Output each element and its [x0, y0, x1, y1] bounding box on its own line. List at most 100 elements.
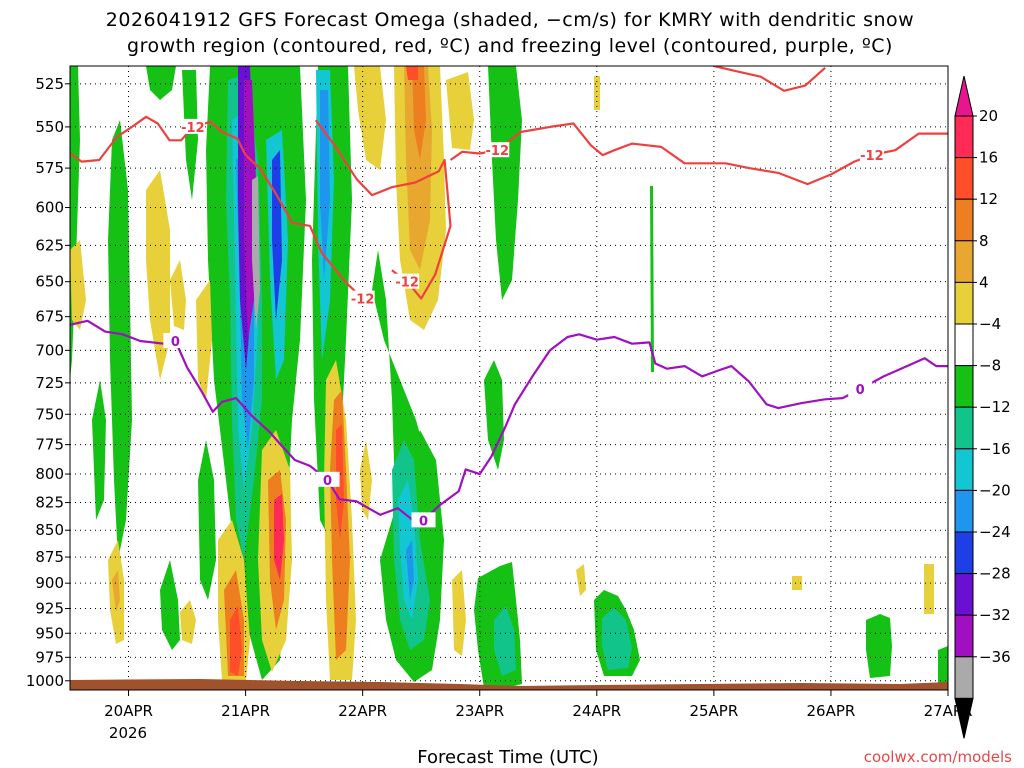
y-tick-label: 525	[35, 75, 64, 93]
omega-region	[196, 280, 212, 400]
y-tick-label: 750	[35, 405, 64, 423]
omega-region	[274, 494, 284, 580]
omega-region	[576, 564, 586, 596]
x-tick-label: 26APR	[807, 702, 856, 720]
colorbar-segment	[954, 198, 974, 242]
colorbar-segment	[954, 614, 974, 658]
contour-line	[713, 66, 826, 92]
contour-label-bg	[180, 118, 205, 134]
colorbar-label: −24	[979, 523, 1011, 541]
contour-line	[70, 319, 948, 522]
colorbar-segment	[954, 531, 974, 575]
x-tick-label: 22APR	[338, 702, 387, 720]
y-tick-label: 850	[35, 521, 64, 539]
y-tick-label: 600	[35, 199, 64, 217]
omega-region	[594, 76, 600, 110]
omega-region	[180, 600, 196, 644]
y-tick-label: 550	[35, 118, 64, 136]
y-tick-label: 575	[35, 159, 64, 177]
colorbar-segment	[954, 573, 974, 616]
colorbar-label: 20	[979, 107, 998, 125]
contour-label-bg	[315, 471, 340, 487]
chart-title-line-1: 2026041912 GFS Forecast Omega (shaded, −…	[106, 9, 914, 31]
colorbar-segment	[954, 365, 974, 408]
omega-region	[412, 66, 426, 160]
contour-label-bg	[485, 142, 510, 158]
omega-region	[650, 186, 654, 372]
y-tick-label: 950	[35, 624, 64, 642]
colorbar-label: 16	[979, 149, 998, 167]
colorbar-label: 8	[979, 232, 989, 250]
y-tick-label: 675	[35, 308, 64, 326]
omega-region	[866, 614, 892, 678]
contour-label-bg	[848, 381, 873, 397]
colorbar-label: −8	[979, 357, 1001, 375]
contour-label-bg	[350, 290, 375, 306]
omega-region	[198, 440, 216, 600]
x-tick-label: 23APR	[455, 702, 504, 720]
colorbar-top-arrow	[954, 75, 974, 117]
colorbar-segment	[954, 115, 974, 159]
y-tick-label: 725	[35, 374, 64, 392]
omega-region	[230, 606, 242, 676]
omega-region	[108, 120, 132, 560]
contour-label: 0	[419, 514, 428, 529]
colorbar-label: 12	[979, 190, 998, 208]
omega-region	[92, 380, 106, 520]
omega-region	[354, 66, 386, 170]
y-tick-label: 650	[35, 273, 64, 291]
contour-label-bg	[411, 512, 436, 528]
colorbar-label: −16	[979, 440, 1011, 458]
omega-region	[160, 560, 180, 650]
x-tick-label: 24APR	[572, 702, 621, 720]
colorbar-label: −20	[979, 481, 1011, 499]
y-tick-label: 625	[35, 236, 64, 254]
colorbar-label: 4	[979, 273, 989, 291]
grid-lines	[70, 66, 948, 690]
omega-region	[494, 606, 516, 676]
plot-frame	[69, 65, 949, 691]
y-tick-label: 900	[35, 574, 64, 592]
contour-label: -12	[395, 276, 419, 291]
colorbar-segment	[954, 406, 974, 450]
colorbar-bottom-arrow	[954, 697, 974, 739]
omega-region	[360, 440, 372, 520]
colorbar-segment	[954, 489, 974, 533]
omega-region	[336, 424, 344, 540]
y-axis: 525 550 575 600 625 650 675 700 725 750 775 800 825 8…	[26, 75, 70, 690]
x-tick-label: 25APR	[689, 702, 738, 720]
x-tick-label: 20APR	[104, 702, 153, 720]
contour-label-bg	[859, 147, 884, 163]
credit-text: coolwx.com/models	[864, 748, 1012, 766]
x-axis-year-label: 2026	[109, 724, 147, 742]
omega-region	[924, 564, 934, 614]
chart-title-line-2: growth region (contoured, red, ºC) and f…	[127, 35, 893, 57]
y-tick-label: 800	[35, 465, 64, 483]
y-tick-label: 825	[35, 494, 64, 512]
omega-region	[602, 608, 632, 670]
colorbar-segment	[954, 656, 974, 699]
omega-region	[146, 66, 176, 100]
contour-line	[70, 115, 364, 300]
contour-label-bg	[163, 333, 188, 349]
colorbar-label: −12	[979, 398, 1011, 416]
colorbar-segment	[954, 157, 974, 200]
omega-region	[182, 70, 198, 200]
contour-label: 0	[856, 383, 865, 398]
omega-region	[792, 576, 802, 590]
colorbar-segment	[954, 240, 974, 283]
terrain-ground	[70, 679, 948, 690]
contour-lines: -12 -12 -12 -12 -12 0 0 0 0	[70, 66, 948, 529]
y-tick-label: 925	[35, 600, 64, 618]
contour-line	[314, 119, 452, 300]
colorbar-segment	[954, 323, 974, 367]
contour-label: -12	[486, 144, 510, 159]
contour-label-bg	[395, 273, 420, 289]
contour-label: 0	[171, 335, 180, 350]
contour-label: -12	[181, 121, 205, 136]
omega-region	[252, 176, 260, 330]
y-tick-label: 700	[35, 341, 64, 359]
y-tick-label: 775	[35, 436, 64, 454]
colorbar-label: −4	[979, 315, 1001, 333]
omega-region	[446, 72, 474, 150]
